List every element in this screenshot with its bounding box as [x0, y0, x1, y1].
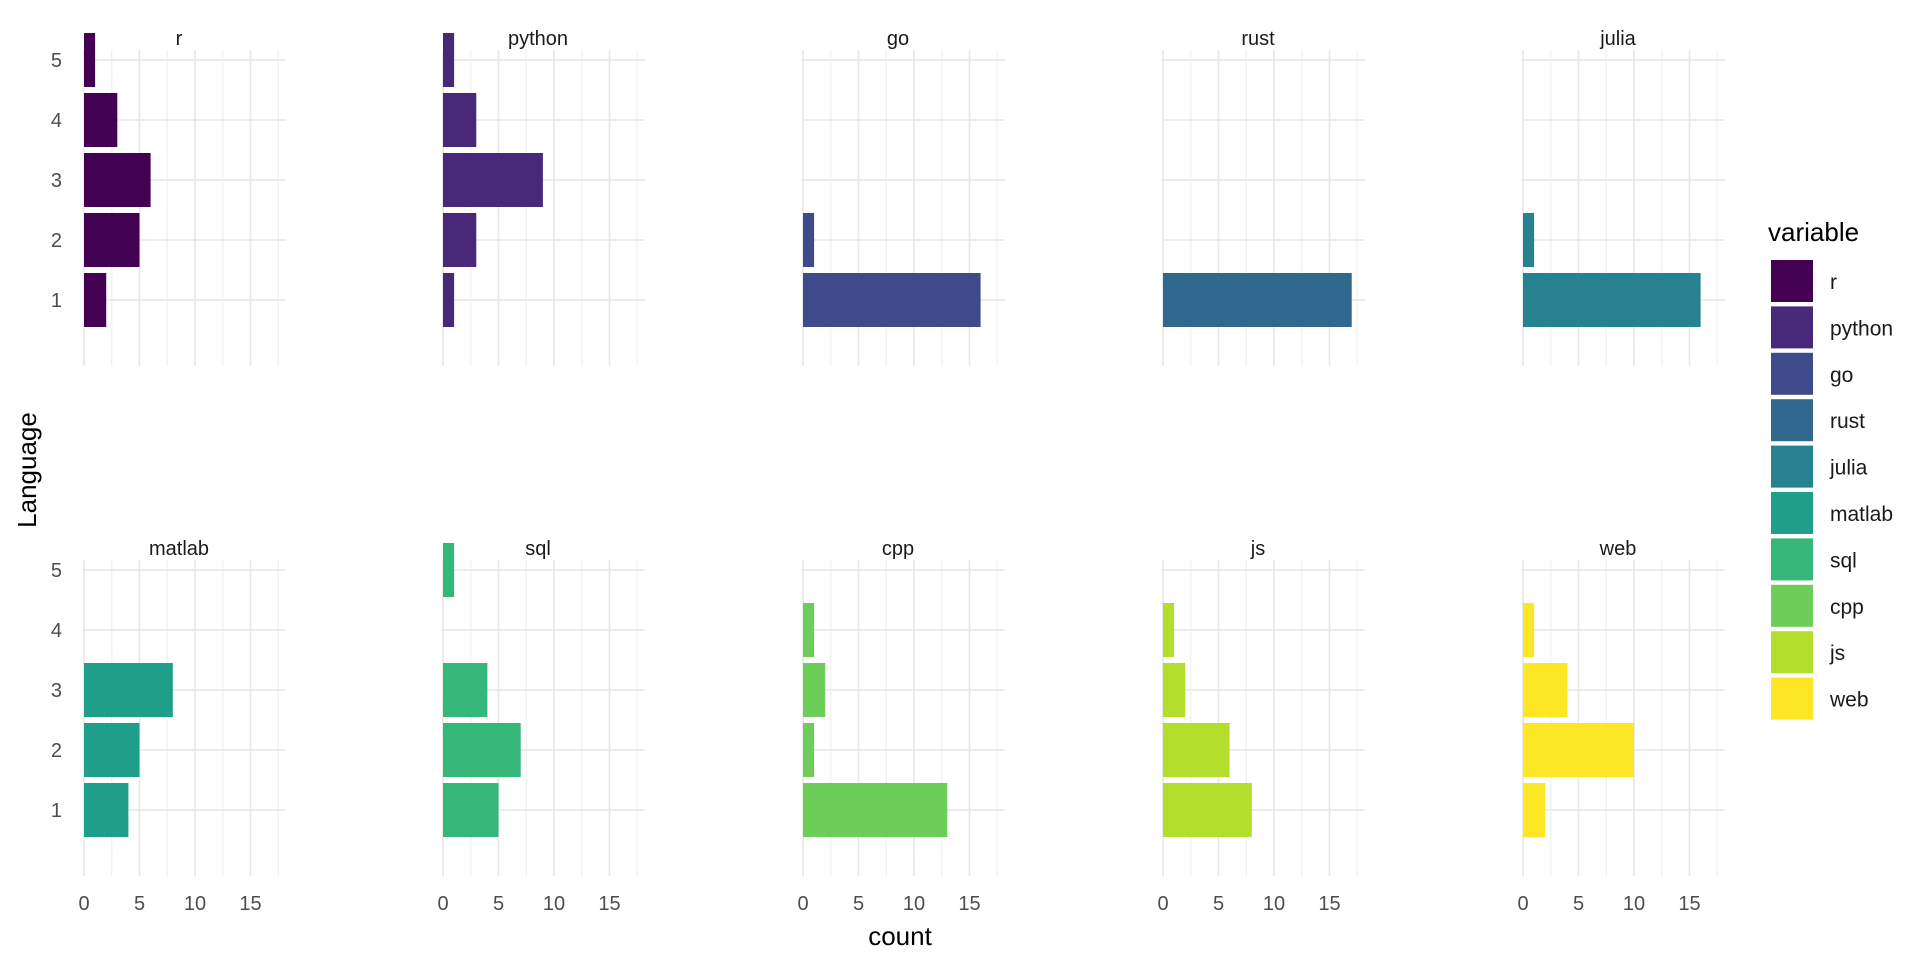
y-tick-label: 3: [51, 170, 62, 192]
facet-label-rust: rust: [1241, 28, 1275, 50]
bar-python-5: [443, 33, 455, 87]
y-tick-label: 2: [51, 740, 62, 762]
legend-swatch-js: [1771, 631, 1813, 674]
legend-swatch-sql: [1771, 538, 1813, 581]
legend-label: js: [1829, 642, 1845, 665]
bar-sql-3: [443, 663, 488, 717]
x-tick-label: 5: [134, 893, 145, 915]
legend-swatch-go: [1771, 352, 1813, 395]
y-tick-label: 4: [51, 620, 62, 642]
legend-label: matlab: [1830, 503, 1893, 526]
bar-go-1: [803, 273, 981, 327]
bar-python-2: [443, 213, 477, 267]
bar-matlab-3: [84, 663, 173, 717]
x-tick-label: 5: [1213, 893, 1224, 915]
bar-sql-1: [443, 783, 499, 837]
bar-web-2: [1523, 723, 1634, 777]
bar-web-3: [1523, 663, 1568, 717]
x-tick-label: 5: [853, 893, 864, 915]
x-tick-label: 0: [797, 893, 808, 915]
x-tick-label: 5: [1573, 893, 1584, 915]
bar-python-4: [443, 93, 477, 147]
facet-label-js: js: [1250, 538, 1265, 560]
bar-cpp-3: [803, 663, 826, 717]
bar-matlab-1: [84, 783, 129, 837]
legend-label: r: [1830, 271, 1837, 294]
bar-web-4: [1523, 603, 1535, 657]
bar-js-1: [1163, 783, 1252, 837]
x-tick-label: 10: [903, 893, 925, 915]
legend-swatch-r: [1771, 260, 1813, 302]
bar-go-2: [803, 213, 815, 267]
x-tick-label: 10: [1263, 893, 1285, 915]
legend-label: sql: [1830, 549, 1857, 572]
facet-label-cpp: cpp: [882, 538, 914, 560]
bar-js-4: [1163, 603, 1175, 657]
legend-swatch-rust: [1771, 399, 1813, 442]
bar-cpp-2: [803, 723, 815, 777]
x-tick-label: 15: [598, 893, 620, 915]
x-tick-label: 15: [1318, 893, 1340, 915]
bar-sql-2: [443, 723, 521, 777]
x-axis-title: count: [868, 921, 932, 951]
bar-julia-1: [1523, 273, 1701, 327]
y-tick-label: 2: [51, 230, 62, 252]
bar-js-2: [1163, 723, 1230, 777]
legend-label: julia: [1829, 457, 1868, 480]
x-tick-label: 0: [437, 893, 448, 915]
y-tick-label: 1: [51, 800, 62, 822]
legend-label: python: [1830, 317, 1893, 340]
x-tick-label: 5: [493, 893, 504, 915]
bar-r-4: [84, 93, 118, 147]
legend-swatch-python: [1771, 306, 1813, 349]
bar-r-2: [84, 213, 140, 267]
legend-label: go: [1830, 364, 1853, 387]
facet-label-go: go: [887, 28, 909, 50]
facet-label-sql: sql: [525, 538, 551, 560]
y-axis-title: Language: [12, 412, 42, 528]
x-tick-label: 15: [1678, 893, 1700, 915]
legend-label: web: [1829, 689, 1869, 712]
bar-matlab-2: [84, 723, 140, 777]
facet-label-julia: julia: [1599, 28, 1636, 50]
x-tick-label: 10: [1623, 893, 1645, 915]
y-tick-label: 5: [51, 50, 62, 72]
bar-cpp-1: [803, 783, 948, 837]
bar-js-3: [1163, 663, 1186, 717]
bar-python-1: [443, 273, 455, 327]
x-tick-label: 10: [184, 893, 206, 915]
x-tick-label: 15: [958, 893, 980, 915]
bar-julia-2: [1523, 213, 1535, 267]
bar-rust-1: [1163, 273, 1352, 327]
bar-sql-5: [443, 543, 455, 597]
x-tick-label: 0: [78, 893, 89, 915]
x-tick-label: 0: [1517, 893, 1528, 915]
legend-swatch-matlab: [1771, 492, 1813, 534]
facet-label-r: r: [176, 28, 183, 50]
bar-r-3: [84, 153, 151, 207]
bar-web-1: [1523, 783, 1546, 837]
bar-cpp-4: [803, 603, 815, 657]
y-tick-label: 4: [51, 110, 62, 132]
x-tick-label: 10: [543, 893, 565, 915]
facet-label-python: python: [508, 28, 568, 50]
bar-r-5: [84, 33, 96, 87]
facet-label-web: web: [1599, 538, 1637, 560]
legend-label: cpp: [1830, 596, 1864, 619]
bar-r-1: [84, 273, 107, 327]
legend-label: rust: [1830, 410, 1865, 433]
legend-title: variable: [1768, 217, 1859, 247]
bar-python-3: [443, 153, 543, 207]
legend-swatch-web: [1771, 677, 1813, 720]
y-tick-label: 1: [51, 290, 62, 312]
y-tick-label: 5: [51, 560, 62, 582]
x-tick-label: 0: [1157, 893, 1168, 915]
facet-label-matlab: matlab: [149, 538, 209, 560]
y-tick-label: 3: [51, 680, 62, 702]
legend-swatch-julia: [1771, 445, 1813, 488]
legend-swatch-cpp: [1771, 584, 1813, 627]
x-tick-label: 15: [239, 893, 261, 915]
